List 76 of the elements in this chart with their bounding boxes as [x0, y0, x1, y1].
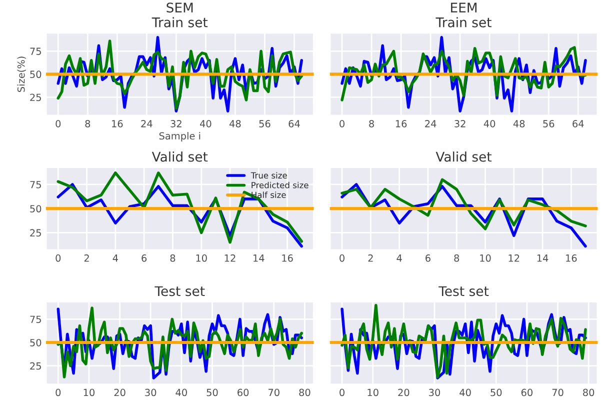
x-tick-label: 40 [176, 388, 187, 396]
x-tick-label: 20 [398, 388, 410, 396]
x-tick-label: 0 [340, 120, 344, 128]
x-tick-label: 30 [429, 388, 440, 396]
x-tick-label: 64 [572, 120, 584, 128]
x-tick-label: 8 [170, 254, 176, 262]
x-tick-label: 2 [84, 254, 89, 262]
x-tick-label: 10 [84, 388, 95, 396]
x-tick-label: 0 [56, 120, 61, 128]
x-tick-label: 30 [145, 388, 156, 396]
x-tick-label: 56 [259, 120, 270, 128]
chart-title: EEM [451, 2, 477, 12]
legend-label: Half size [252, 192, 286, 198]
chart-subtitle: Train set [436, 17, 492, 28]
y-tick-label: 50 [30, 70, 42, 78]
y-axis-title: Size(%) [17, 56, 26, 92]
x-tick-label: 14 [537, 254, 548, 262]
y-tick-label: 50 [30, 205, 42, 212]
x-tick-label: 50 [490, 388, 502, 396]
legend-label: True size [250, 172, 287, 179]
y-tick-label: 75 [30, 316, 41, 324]
x-tick-label: 2 [368, 254, 373, 262]
x-tick-label: 8 [369, 120, 374, 128]
chart-title: Test set [438, 286, 489, 296]
y-tick-label: 25 [30, 229, 41, 237]
x-tick-label: 6 [142, 254, 147, 262]
chart-subtitle: Train set [152, 17, 208, 28]
y-tick-label: 25 [30, 362, 41, 370]
x-tick-label: 40 [484, 120, 496, 128]
legend-label: Predicted size [252, 182, 308, 188]
x-tick-label: 70 [268, 388, 280, 396]
x-tick-label: 14 [254, 254, 264, 262]
x-tick-label: 32 [454, 120, 466, 128]
x-tick-label: 32 [170, 120, 182, 128]
x-tick-label: 4 [112, 254, 118, 262]
x-tick-label: 12 [508, 254, 520, 262]
x-tick-label: 60 [521, 388, 532, 396]
x-tick-label: 24 [141, 120, 152, 128]
x-tick-label: 24 [425, 120, 436, 128]
x-tick-label: 20 [114, 388, 126, 396]
x-tick-label: 4 [396, 254, 402, 262]
x-tick-label: 80 [299, 388, 310, 396]
x-tick-label: 16 [282, 254, 293, 262]
x-tick-label: 16 [112, 120, 123, 128]
y-tick-label: 50 [30, 338, 42, 346]
x-tick-label: 50 [206, 388, 218, 396]
x-tick-label: 56 [543, 120, 554, 128]
chart-title: SEM [166, 2, 193, 13]
x-tick-label: 48 [513, 120, 525, 128]
chart-title: Valid set [152, 152, 208, 162]
x-tick-label: 16 [566, 254, 577, 262]
x-axis-title: Sample i [159, 132, 200, 142]
x-tick-label: 40 [460, 388, 471, 396]
x-tick-label: 10 [368, 388, 378, 396]
x-tick-label: 8 [85, 120, 90, 128]
x-tick-label: 0 [340, 254, 344, 262]
y-tick-label: 75 [30, 48, 41, 55]
x-tick-label: 0 [340, 388, 344, 396]
y-tick-label: 25 [30, 94, 41, 102]
x-tick-label: 0 [56, 388, 61, 396]
x-tick-label: 40 [200, 120, 212, 128]
x-tick-label: 10 [196, 254, 207, 262]
x-tick-label: 16 [396, 120, 407, 128]
x-tick-label: 80 [583, 388, 594, 396]
chart-title: Test set [154, 286, 205, 296]
x-tick-label: 0 [56, 254, 61, 262]
x-tick-label: 60 [238, 388, 249, 396]
y-tick-label: 75 [30, 181, 41, 188]
x-tick-label: 10 [480, 254, 491, 262]
x-tick-label: 8 [454, 254, 460, 262]
x-tick-label: 64 [288, 120, 300, 128]
chart-title: Valid set [436, 152, 492, 162]
x-tick-label: 12 [224, 254, 236, 262]
x-tick-label: 70 [552, 388, 564, 396]
x-tick-label: 6 [426, 254, 430, 262]
x-tick-label: 48 [230, 120, 241, 128]
